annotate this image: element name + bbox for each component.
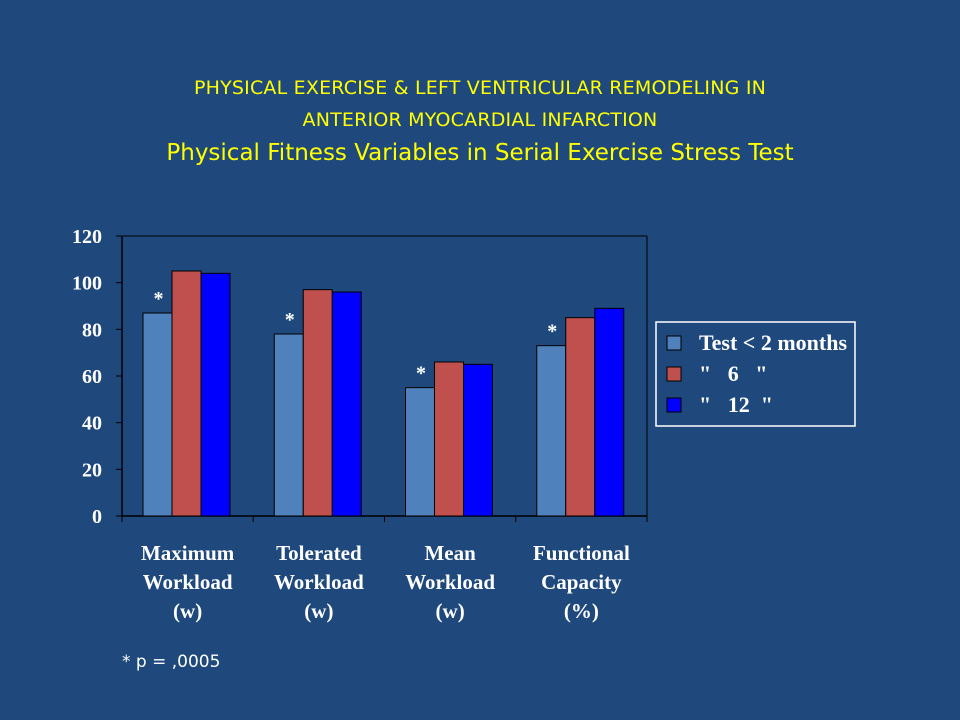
x-category-label: Capacity: [541, 570, 622, 594]
bar-2: [171, 270, 202, 517]
x-category-label: (w): [304, 599, 333, 623]
x-category-label: Maximum: [141, 541, 235, 565]
footnote: * p = ,0005: [122, 652, 221, 672]
significance-star: *: [416, 363, 426, 385]
y-tick-label: 100: [72, 273, 102, 295]
bar-3: [331, 291, 362, 517]
bar-2: [302, 289, 333, 517]
legend-swatch: [666, 335, 682, 351]
chart-subtitle: Physical Fitness Variables in Serial Exe…: [166, 140, 794, 166]
legend-swatch: [666, 366, 682, 382]
significance-star: *: [154, 288, 164, 310]
x-category-label: Functional: [533, 541, 630, 565]
bar-3: [463, 363, 493, 517]
bar-1: [273, 333, 304, 517]
x-category-label: Mean: [424, 541, 476, 565]
bar-2: [565, 317, 596, 517]
x-category-label: (w): [173, 599, 202, 623]
x-category-label: (%): [564, 599, 599, 623]
legend-swatch: [666, 397, 682, 413]
title-block: PHYSICAL EXERCISE & LEFT VENTRICULAR REM…: [0, 72, 960, 170]
x-category-label: Workload: [143, 570, 233, 594]
y-tick-label: 0: [92, 506, 102, 528]
y-tick-label: 40: [82, 413, 102, 435]
bar-2: [434, 361, 464, 517]
x-category-label: (w): [436, 599, 465, 623]
chart-title-line-1: PHYSICAL EXERCISE & LEFT VENTRICULAR REM…: [193, 77, 767, 99]
x-category-label: Workload: [274, 570, 364, 594]
x-category-label: Tolerated: [276, 541, 362, 565]
chart-title-line-2: ANTERIOR MYOCARDIAL INFARCTION: [302, 109, 658, 131]
bar-1: [142, 312, 173, 517]
x-category-label: Workload: [405, 570, 495, 594]
bar-3: [594, 307, 625, 517]
significance-star: *: [547, 321, 557, 343]
legend-box: [655, 321, 856, 427]
bar-3: [200, 272, 231, 517]
y-tick-label: 120: [72, 226, 102, 248]
significance-star: *: [285, 309, 295, 331]
bar-1: [405, 387, 435, 517]
legend-label: " 6 ": [699, 361, 767, 386]
y-tick-label: 60: [82, 366, 102, 388]
legend-label: Test < 2 months: [699, 330, 847, 355]
legend-label: " 12 ": [699, 392, 773, 417]
y-tick-label: 20: [82, 459, 102, 481]
y-tick-label: 80: [82, 319, 102, 341]
bar-1: [536, 345, 567, 517]
